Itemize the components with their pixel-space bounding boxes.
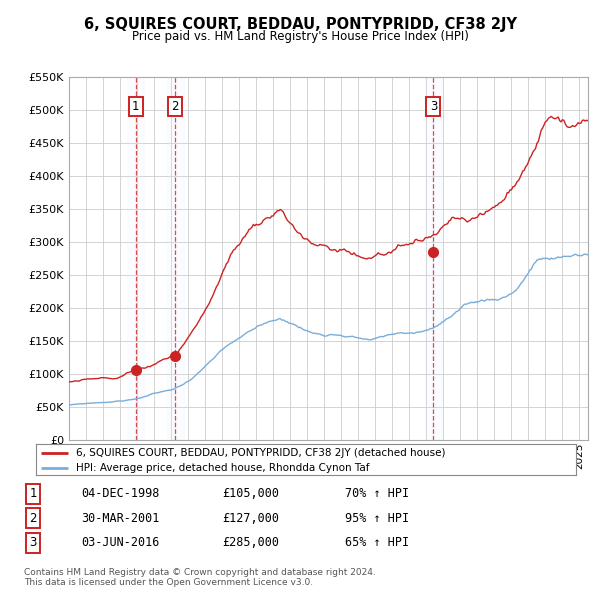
Text: Contains HM Land Registry data © Crown copyright and database right 2024.
This d: Contains HM Land Registry data © Crown c… bbox=[24, 568, 376, 587]
Text: 6, SQUIRES COURT, BEDDAU, PONTYPRIDD, CF38 2JY: 6, SQUIRES COURT, BEDDAU, PONTYPRIDD, CF… bbox=[83, 17, 517, 32]
Text: 30-MAR-2001: 30-MAR-2001 bbox=[81, 512, 160, 525]
Bar bbox=[127, 77, 144, 440]
Text: 95% ↑ HPI: 95% ↑ HPI bbox=[345, 512, 409, 525]
Text: 65% ↑ HPI: 65% ↑ HPI bbox=[345, 536, 409, 549]
Text: 04-DEC-1998: 04-DEC-1998 bbox=[81, 487, 160, 500]
Text: 6, SQUIRES COURT, BEDDAU, PONTYPRIDD, CF38 2JY (detached house): 6, SQUIRES COURT, BEDDAU, PONTYPRIDD, CF… bbox=[77, 448, 446, 458]
Text: Price paid vs. HM Land Registry's House Price Index (HPI): Price paid vs. HM Land Registry's House … bbox=[131, 30, 469, 43]
Text: 2: 2 bbox=[29, 512, 37, 525]
Bar bbox=[167, 77, 184, 440]
Text: £105,000: £105,000 bbox=[222, 487, 279, 500]
Bar bbox=[425, 77, 442, 440]
Text: HPI: Average price, detached house, Rhondda Cynon Taf: HPI: Average price, detached house, Rhon… bbox=[77, 463, 370, 473]
Text: £127,000: £127,000 bbox=[222, 512, 279, 525]
Text: 2: 2 bbox=[172, 100, 179, 113]
Text: 3: 3 bbox=[29, 536, 37, 549]
Text: £285,000: £285,000 bbox=[222, 536, 279, 549]
Text: 1: 1 bbox=[132, 100, 139, 113]
Text: 03-JUN-2016: 03-JUN-2016 bbox=[81, 536, 160, 549]
Text: 3: 3 bbox=[430, 100, 437, 113]
Text: 1: 1 bbox=[29, 487, 37, 500]
Text: 70% ↑ HPI: 70% ↑ HPI bbox=[345, 487, 409, 500]
